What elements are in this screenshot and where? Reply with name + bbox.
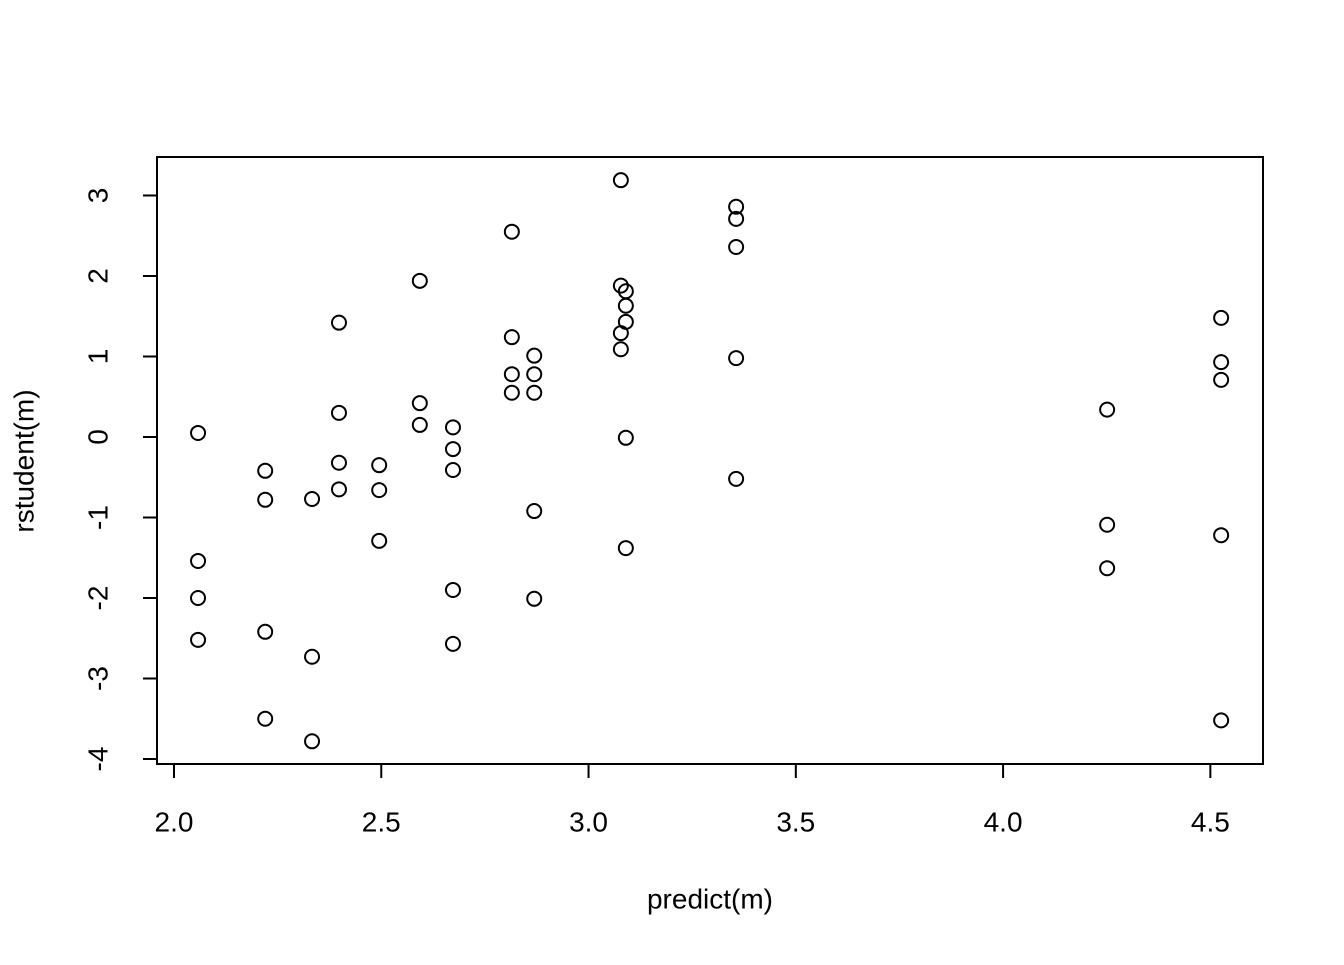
point <box>444 635 461 652</box>
point <box>526 384 543 401</box>
point <box>728 350 745 367</box>
point <box>728 198 745 215</box>
point <box>304 733 321 750</box>
point <box>330 404 347 421</box>
point <box>526 347 543 364</box>
point <box>1213 371 1230 388</box>
point <box>190 590 207 607</box>
point <box>257 462 274 479</box>
point <box>304 648 321 665</box>
point <box>1099 516 1116 533</box>
point <box>330 454 347 471</box>
point <box>617 429 634 446</box>
point <box>444 441 461 458</box>
y-tick-label: 1 <box>82 349 113 365</box>
y-tick-label: -1 <box>82 505 113 530</box>
x-tick-label: 3.5 <box>776 806 815 837</box>
point <box>411 395 428 412</box>
point <box>617 313 634 330</box>
point <box>503 366 520 383</box>
point <box>444 581 461 598</box>
point <box>411 272 428 289</box>
point <box>371 482 388 499</box>
point <box>190 631 207 648</box>
point <box>1213 309 1230 326</box>
point <box>304 490 321 507</box>
point <box>612 172 629 189</box>
point <box>503 223 520 240</box>
y-axis-label: rstudent(m) <box>8 389 39 532</box>
y-tick-label: -2 <box>82 586 113 611</box>
point <box>371 532 388 549</box>
y-tick-label: -3 <box>82 666 113 691</box>
y-tick-label: 3 <box>82 188 113 204</box>
point <box>257 623 274 640</box>
point <box>617 540 634 557</box>
x-axis-label: predict(m) <box>647 883 773 914</box>
point <box>444 461 461 478</box>
point <box>444 419 461 436</box>
point <box>1213 712 1230 729</box>
point <box>190 552 207 569</box>
point <box>526 590 543 607</box>
point <box>728 470 745 487</box>
plot-frame <box>156 156 1264 765</box>
point <box>1213 527 1230 544</box>
point <box>330 481 347 498</box>
point <box>612 341 629 358</box>
point <box>503 329 520 346</box>
point <box>330 314 347 331</box>
point <box>526 503 543 520</box>
y-tick-label: 0 <box>82 429 113 445</box>
point <box>411 416 428 433</box>
point <box>190 424 207 441</box>
y-tick-label: 2 <box>82 268 113 284</box>
point <box>371 457 388 474</box>
point <box>612 277 629 294</box>
x-tick-label: 3.0 <box>569 806 608 837</box>
point <box>1213 354 1230 371</box>
x-tick-label: 4.5 <box>1191 806 1230 837</box>
y-tick-label: -4 <box>82 747 113 772</box>
x-tick-label: 2.0 <box>155 806 194 837</box>
point <box>728 239 745 256</box>
point <box>257 491 274 508</box>
point <box>1099 401 1116 418</box>
x-tick-label: 4.0 <box>984 806 1023 837</box>
point <box>1099 560 1116 577</box>
point <box>617 297 634 314</box>
point <box>503 384 520 401</box>
x-tick-label: 2.5 <box>362 806 401 837</box>
point <box>257 710 274 727</box>
point <box>526 366 543 383</box>
point <box>728 210 745 227</box>
